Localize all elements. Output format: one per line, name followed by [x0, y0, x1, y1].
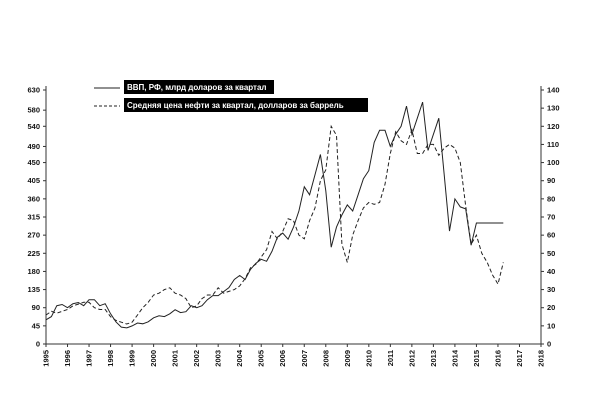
x-tick-label: 2009 — [343, 350, 352, 367]
y2-tick-label: 50 — [547, 249, 555, 258]
x-tick-label: 1998 — [106, 350, 115, 367]
y2-tick-label: 0 — [547, 340, 551, 349]
axes: 0 45 90 135 180 225 270 315 360 405 450 490 540 580 63… — [27, 86, 559, 367]
x-tick-label: 2005 — [257, 350, 266, 367]
x-tick-label: 2001 — [171, 350, 180, 367]
y-tick-label: 490 — [27, 142, 40, 151]
x-tick-label: 2010 — [364, 350, 373, 367]
y2-tick-label: 140 — [547, 86, 560, 95]
legend-label-oil: Средняя цена нефти за квартал, долларов … — [127, 101, 344, 110]
y-tick-label: 360 — [27, 194, 40, 203]
y2-tick-label: 100 — [547, 158, 560, 167]
x-tick-label: 2011 — [386, 350, 395, 366]
x-tick-label: 2003 — [214, 350, 223, 367]
x-tick-label: 2018 — [537, 350, 546, 367]
x-tick-label: 2012 — [407, 350, 416, 367]
y2-tick-label: 120 — [547, 122, 560, 131]
series-line-oil-price — [45, 124, 504, 325]
y2-tick-label: 130 — [547, 104, 560, 113]
x-tick-label: 2006 — [278, 350, 287, 367]
y-tick-label: 405 — [27, 176, 40, 185]
x-tick-label: 2016 — [493, 350, 502, 367]
x-tick-label: 2014 — [450, 349, 459, 367]
y2-tick-label: 90 — [547, 176, 555, 185]
x-tick-label: 1997 — [85, 350, 94, 367]
y-tick-label: 45 — [32, 321, 40, 330]
y-tick-label: 580 — [27, 106, 40, 115]
legend-label-gdp-box — [124, 80, 274, 94]
x-tick-label: 2013 — [429, 350, 438, 367]
y-tick-label: 135 — [27, 285, 40, 294]
y-tick-label: 540 — [27, 122, 40, 131]
x-tick-label: 2015 — [472, 350, 481, 367]
legend-entry-gdp: ВВП, РФ, млрд доларов за квартал — [94, 80, 274, 94]
y2-tick-label: 40 — [547, 267, 555, 276]
x-tick-label: 1995 — [42, 350, 51, 367]
legend-label-oil-box — [124, 98, 368, 112]
x-tick-label: 2000 — [149, 350, 158, 367]
x-tick-label: 2002 — [192, 350, 201, 367]
y2-tick-label: 20 — [547, 303, 555, 312]
x-tick-label: 1996 — [63, 350, 72, 367]
y-tick-label: 450 — [27, 158, 40, 167]
x-tick-label: 1999 — [128, 350, 137, 367]
legend-entry-oil: Средняя цена нефти за квартал, долларов … — [94, 98, 368, 112]
y-tick-label: 270 — [27, 231, 40, 240]
y2-tick-label: 30 — [547, 285, 555, 294]
legend-label-gdp: ВВП, РФ, млрд доларов за квартал — [127, 83, 267, 92]
x-tick-label: 2017 — [515, 350, 524, 367]
plot-area — [45, 101, 504, 329]
series-line-gdp — [45, 101, 504, 329]
y-tick-label: 0 — [36, 340, 40, 349]
y2-tick-label: 10 — [547, 321, 555, 330]
y-tick-label: 630 — [27, 86, 40, 95]
x-tick-label: 2008 — [321, 350, 330, 367]
x-tick-label: 2004 — [235, 349, 244, 367]
y-tick-label: 225 — [27, 249, 40, 258]
legend: ВВП, РФ, млрд доларов за квартал Средняя… — [94, 80, 368, 112]
y-tick-label: 180 — [27, 267, 40, 276]
y2-tick-label: 60 — [547, 231, 555, 240]
y2-tick-label: 80 — [547, 194, 555, 203]
y2-tick-label: 110 — [547, 140, 559, 149]
x-tick-label: 2007 — [300, 350, 309, 367]
y-tick-label: 90 — [32, 303, 40, 312]
y2-tick-label: 70 — [547, 213, 555, 222]
y-tick-label: 315 — [27, 213, 40, 222]
